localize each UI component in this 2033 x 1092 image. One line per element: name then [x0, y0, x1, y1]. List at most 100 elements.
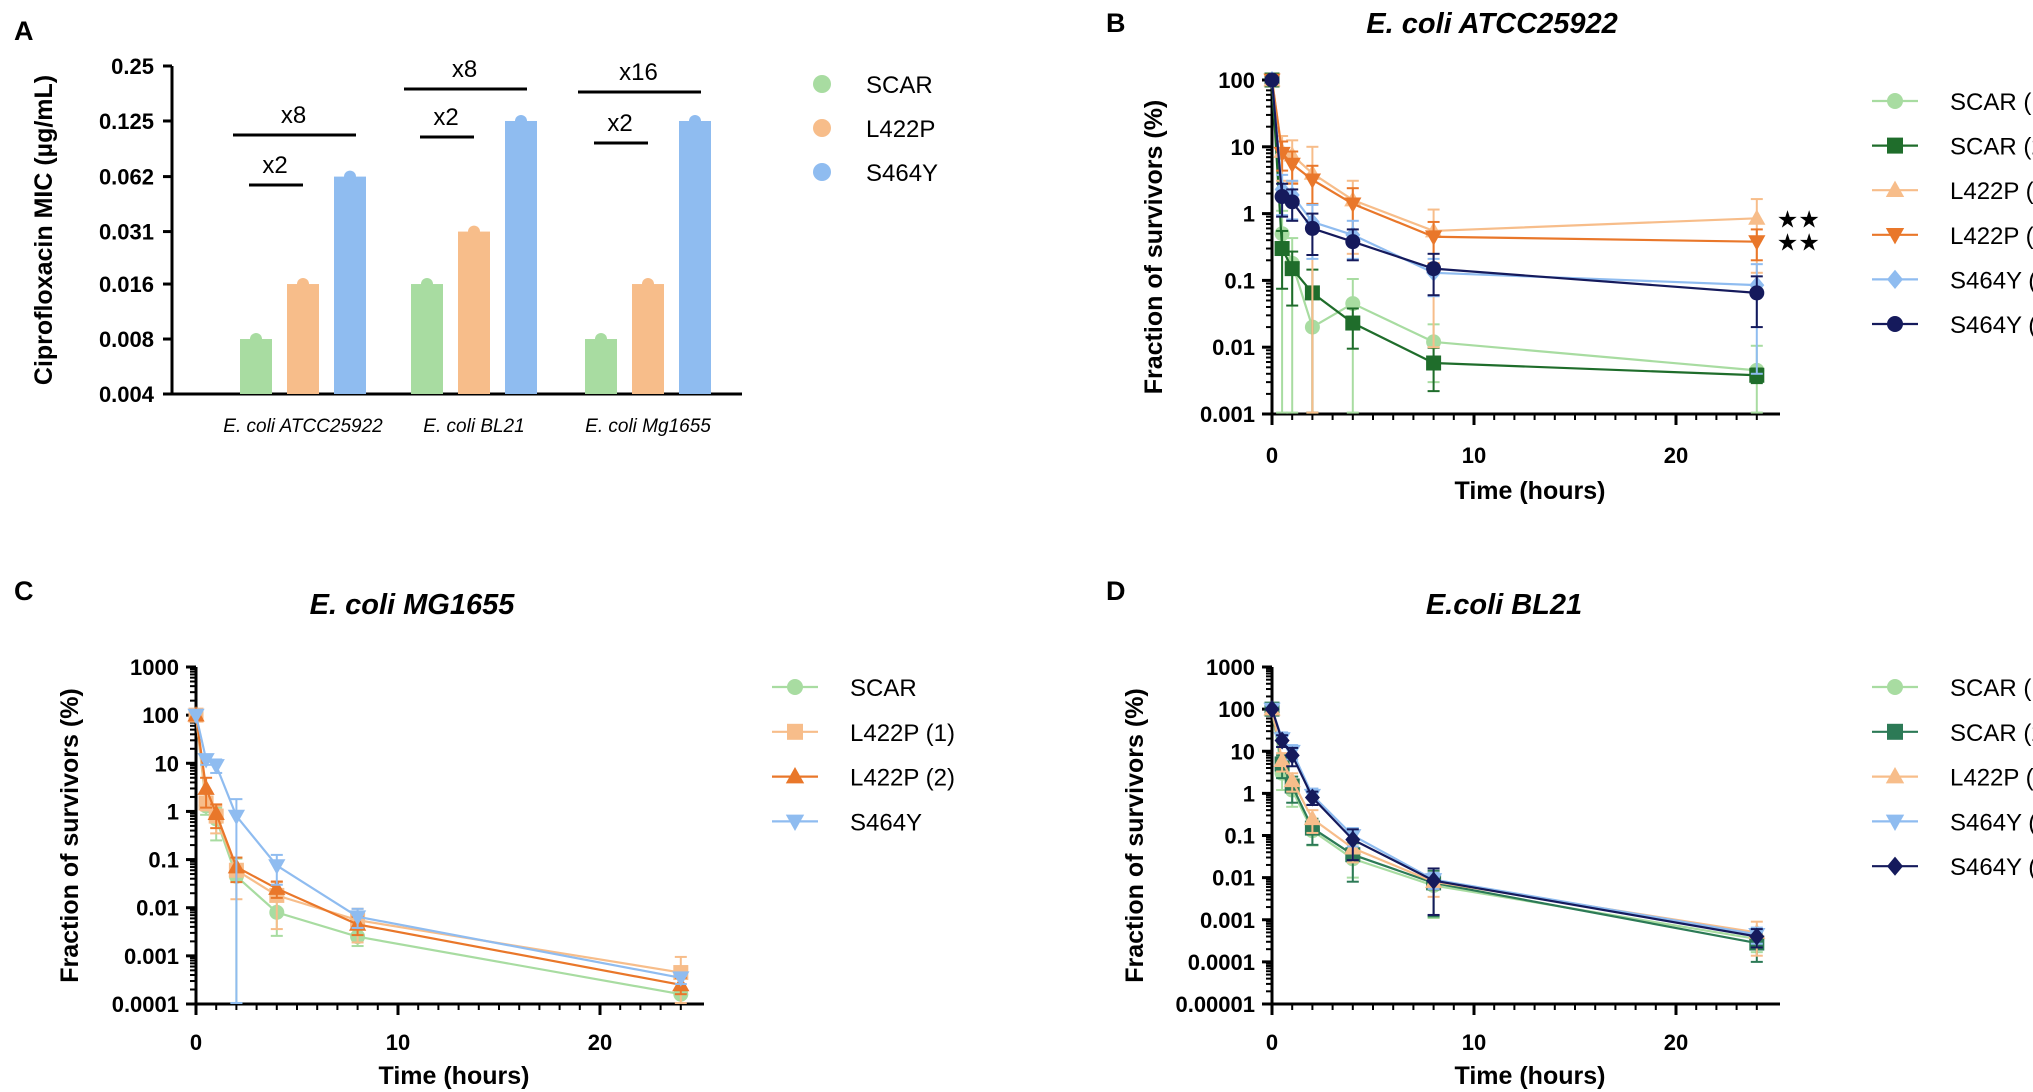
category-label: E. coli ATCC25922 [223, 416, 383, 437]
data-point-l422p-2 [1344, 197, 1362, 213]
data-point-l422p-1 [1303, 809, 1322, 826]
bar-point-s464y [689, 114, 701, 127]
panel-title: E.coli BL21 [1426, 589, 1582, 621]
data-point-l422p-1 [1748, 209, 1766, 225]
x-tick-label: 20 [1664, 443, 1688, 468]
legend-marker-s464y [813, 163, 831, 181]
legend-label: L422P (1) [850, 720, 955, 747]
y-tick-label: 0.01 [1212, 866, 1255, 891]
legend-marker-l422p-1 [1885, 180, 1905, 197]
data-point-s464y-2 [1304, 788, 1320, 807]
y-tick-label: 10 [1231, 135, 1255, 160]
fold-change-label: x2 [433, 104, 458, 131]
panel-letter-c: C [14, 576, 34, 606]
bar-point-l422p [468, 225, 480, 238]
legend-label: S464Y (2) [1950, 312, 2033, 339]
data-point-s464y-2 [1264, 72, 1280, 88]
data-point-s464y-2 [1284, 746, 1300, 765]
legend-label: SCAR (1) [1950, 89, 2033, 116]
panel-d: D E.coli BL21 0.00001 0.0001 0.001 0.01 0.1 1 10… [1106, 576, 2033, 1090]
bar-s464y [505, 120, 537, 394]
series-line-s464y-1 [1270, 708, 1757, 936]
data-point-s464y-2 [1304, 220, 1320, 236]
x-tick-label: 0 [190, 1030, 202, 1055]
data-point-l422p-2 [1424, 230, 1443, 246]
series-l422p-2 [1263, 73, 1766, 265]
bar-point-scar [250, 333, 262, 346]
y-tick-label: 0.0001 [112, 992, 179, 1017]
fold-change-label: x2 [262, 152, 287, 179]
legend-marker-l422p-1 [787, 723, 803, 740]
legend-label: L422P (1) [1950, 765, 2033, 792]
y-axis-label: Ciprofloxacin MIC (µg/mL) [30, 75, 58, 385]
series-scar-2 [1264, 72, 1765, 414]
x-tick-label: 10 [386, 1030, 410, 1055]
data-point-s464y-2 [1749, 927, 1765, 946]
fold-change-label: x8 [281, 102, 306, 129]
bar-s464y [679, 120, 711, 394]
y-tick-label: 0.008 [99, 327, 154, 352]
y-tick-label: 1000 [1206, 655, 1255, 680]
x-tick-label: 20 [1664, 1030, 1688, 1055]
legend-label: S464Y (2) [1950, 854, 2033, 881]
legend-marker-scar [787, 679, 803, 695]
panel-title: E. coli ATCC25922 [1366, 8, 1617, 40]
x-axis-label: Time (hours) [1455, 1062, 1606, 1090]
legend-label: L422P (1) [1950, 178, 2033, 205]
data-point-s464y-2 [1345, 234, 1361, 250]
bar-scar [585, 339, 617, 394]
legend-marker-scar [813, 75, 831, 93]
y-tick-label: 1 [167, 799, 179, 824]
data-point-scar-2 [1274, 241, 1290, 257]
y-tick-label: 0.001 [1200, 908, 1255, 933]
legend-marker-s464y-1 [1887, 269, 1903, 289]
data-point-scar-2 [1426, 355, 1442, 371]
legend-marker-s464y [785, 814, 805, 831]
legend-label: SCAR (1) [1950, 675, 2033, 702]
legend-label: S464Y (1) [1950, 267, 2033, 294]
legend-marker-s464y-2 [1887, 856, 1903, 876]
x-axis-label: Time (hours) [1455, 477, 1606, 505]
y-tick-label: 0.0001 [1188, 950, 1255, 975]
panel-c: C E. coli MG16550.00010.0010.010.11101001… [14, 576, 955, 1090]
y-tick-label: 0.25 [111, 54, 154, 79]
fold-change-label: x2 [607, 110, 632, 137]
y-tick-label: 1 [1243, 202, 1255, 227]
y-tick-label: 1000 [130, 655, 179, 680]
series-l422p-1 [1263, 700, 1766, 957]
series-scar-1 [1264, 72, 1765, 414]
x-axis-label: Time (hours) [379, 1062, 530, 1090]
series-s464y-2 [1264, 700, 1765, 949]
panel-a: A 0.004 0.008 0.016 0.031 0.062 0.125 0.25 Cipro… [14, 16, 938, 437]
y-tick-label: 0.00001 [1175, 992, 1255, 1017]
bar-l422p [287, 284, 319, 394]
y-tick-label: 0.062 [99, 165, 154, 190]
y-tick-label: 0.01 [136, 896, 179, 921]
series-s464y-1 [1264, 71, 1765, 375]
bar-scar [240, 339, 272, 394]
data-point-s464y-2 [1749, 285, 1765, 301]
significance-stars: ★★ [1777, 206, 1820, 233]
panel-letter-a: A [14, 16, 34, 46]
y-tick-label: 1 [1243, 781, 1255, 806]
significance-stars: ★★ [1777, 230, 1820, 257]
y-tick-label: 10 [1231, 739, 1255, 764]
x-tick-label: 10 [1462, 1030, 1486, 1055]
y-tick-label: 100 [1218, 697, 1255, 722]
legend-label: L422P [866, 116, 935, 143]
series-line-scar-1 [1270, 79, 1757, 372]
data-point-l422p-2 [1283, 157, 1301, 174]
y-tick-label: 0.031 [99, 220, 154, 245]
data-point-s464y [268, 859, 286, 875]
x-tick-label: 20 [588, 1030, 612, 1055]
data-point-s464y [672, 971, 690, 987]
bar-s464y [334, 176, 366, 394]
data-point-l422p-1 [1273, 751, 1291, 767]
data-point-l422p-2 [268, 879, 286, 895]
bar-l422p [632, 284, 664, 394]
legend-label: SCAR [850, 675, 917, 702]
series-line-l422p-2 [1270, 79, 1757, 243]
bar-scar [411, 284, 443, 394]
legend-label: L422P (2) [1950, 223, 2033, 250]
